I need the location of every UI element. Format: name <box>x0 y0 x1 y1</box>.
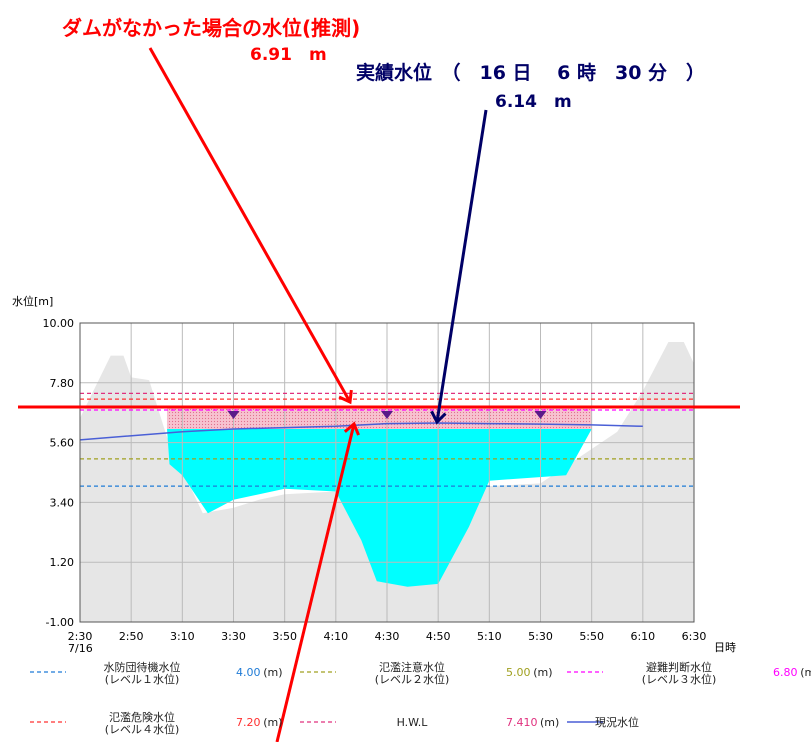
actual-level-title: 実績水位 （ 16 日 6 時 30 分 ） <box>356 62 706 84</box>
no-dam-arrow-head <box>338 389 353 405</box>
x-tick-label: 6:30 <box>682 630 707 643</box>
legend-unit: (m) <box>263 666 282 679</box>
legend-unit: (m) <box>800 666 811 679</box>
no-dam-level-title: ダムがなかった場合の水位(推測) <box>62 16 361 40</box>
legend-label: 氾濫危険水位(レベル４水位) <box>105 710 180 736</box>
legend-value: 5.00 <box>506 666 531 679</box>
legend-label: 現況水位 <box>595 715 639 729</box>
actual-level-arrow <box>435 109 488 423</box>
y-tick-label: 3.40 <box>50 496 75 509</box>
y-tick-label: -1.00 <box>46 616 74 629</box>
legend-value: 4.00 <box>236 666 261 679</box>
x-tick-label: 2:30 <box>68 630 93 643</box>
legend-label: 避難判断水位(レベル３水位) <box>642 660 717 686</box>
legend-unit: (m) <box>540 716 559 729</box>
no-dam-level-value: 6.91 m <box>250 45 327 65</box>
x-tick-label: 5:30 <box>528 630 553 643</box>
actual-level-value: 6.14 m <box>495 92 572 112</box>
y-tick-label: 10.00 <box>43 317 75 330</box>
band-arrow-head <box>343 421 360 436</box>
legend-value: 6.80 <box>773 666 798 679</box>
x-tick-label: 2:50 <box>119 630 144 643</box>
no-dam-arrow <box>148 47 352 403</box>
x-axis-label: 日時 <box>714 641 736 654</box>
legend-label: H.W.L <box>397 716 429 729</box>
legend-label: 水防団待機水位(レベル１水位) <box>104 660 181 686</box>
legend-value: 7.410 <box>506 716 538 729</box>
x-tick-label: 6:10 <box>630 630 655 643</box>
x-tick-label: 4:10 <box>323 630 348 643</box>
x-tick-label: 5:10 <box>477 630 502 643</box>
legend-value: 7.20 <box>236 716 261 729</box>
y-tick-label: 7.80 <box>50 377 75 390</box>
legend-unit: (m) <box>263 716 282 729</box>
x-tick-label: 5:50 <box>579 630 604 643</box>
current-water-level-line <box>79 422 643 441</box>
x-axis-date: 7/16 <box>68 642 93 655</box>
level-marker-icon <box>227 410 240 419</box>
x-tick-label: 3:10 <box>170 630 195 643</box>
y-axis-label: 水位[m] <box>12 294 53 308</box>
water-area <box>167 429 592 587</box>
x-tick-label: 4:30 <box>375 630 400 643</box>
level-marker-icon <box>381 410 393 419</box>
x-tick-label: 3:30 <box>221 630 246 643</box>
legend-label: 氾濫注意水位(レベル２水位) <box>375 660 450 686</box>
y-tick-label: 1.20 <box>50 556 75 569</box>
x-tick-label: 4:50 <box>426 630 451 643</box>
level-marker-icon <box>534 410 547 419</box>
actual-level-arrow-head <box>430 410 447 425</box>
y-tick-label: 5.60 <box>50 437 75 450</box>
legend-unit: (m) <box>533 666 552 679</box>
plot-frame <box>79 322 695 623</box>
band-arrow <box>275 423 356 742</box>
x-tick-label: 3:50 <box>272 630 297 643</box>
